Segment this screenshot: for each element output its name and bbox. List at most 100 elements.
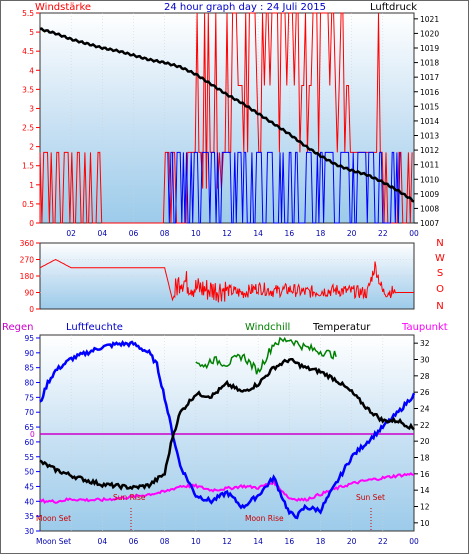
y-tick-label: 3 (29, 104, 34, 113)
y-tick-label: 30 (420, 356, 430, 365)
y-tick-label: 65 (24, 423, 34, 432)
y-tick-label: 1008 (420, 204, 439, 213)
y-tick-label: 28 (420, 372, 430, 381)
y-tick-label: 32 (420, 339, 430, 348)
compass-label: N (436, 238, 443, 249)
y-tick-label: 35 (24, 512, 34, 521)
x-tick-label: 20 (347, 537, 357, 546)
y-tick-label: 270 (20, 256, 35, 265)
y-tick-label: 1011 (420, 161, 439, 170)
x-tick-label: 04 (98, 537, 108, 546)
y-tick-label: 4.5 (22, 47, 34, 56)
moonset-label: Moon Set (36, 514, 71, 523)
x-tick-label: 00 (409, 537, 419, 546)
x-tick-label: 16 (285, 229, 295, 238)
sunset-label: Sun Set (356, 493, 385, 502)
x-tick-label: 02 (66, 229, 76, 238)
x-tick-label: 00 (409, 229, 419, 238)
y-tick-label: 75 (24, 393, 34, 402)
y-tick-label: 1014 (420, 117, 439, 126)
taupunkt-line (39, 472, 415, 505)
y-tick-label: 2 (29, 143, 34, 152)
y-tick-label: 50 (24, 468, 34, 477)
y-tick-label: 5 (29, 28, 34, 37)
y-tick-label: 60 (24, 438, 34, 447)
x-tick-label: 08 (160, 229, 170, 238)
y-tick-label: 0 (29, 219, 34, 228)
y-tick-label: 12 (420, 503, 430, 512)
y-tick-label: 1 (29, 181, 34, 190)
y-tick-label: 95 (24, 334, 34, 343)
y-tick-label: 1020 (420, 29, 439, 38)
panel3-background (39, 334, 415, 532)
y-tick-label: 1010 (420, 175, 439, 184)
y-tick-label: 70 (24, 408, 34, 417)
pressure-line (39, 27, 415, 203)
moonset-bottom-label: Moon Set (36, 537, 71, 546)
sunrise-label: Sun Rise (113, 493, 146, 502)
regen-label: Regen (2, 322, 34, 333)
compass-label: O (436, 284, 444, 295)
luftdruck-label: Luftdruck (370, 2, 417, 13)
y-tick-label: 55 (24, 453, 34, 462)
y-tick-label: 14 (420, 486, 430, 495)
y-tick-label: 26 (420, 388, 430, 397)
x-tick-label: 06 (129, 229, 139, 238)
panel1-plot: 00.511.522.533.544.555.5 100710081009101… (22, 9, 439, 238)
temperatur-line (39, 357, 415, 491)
x-tick-label: 04 (98, 229, 108, 238)
compass-label: N (436, 301, 443, 312)
y-tick-label: 18 (420, 454, 430, 463)
y-tick-label: 1017 (420, 73, 439, 82)
panel3-plot: 0 Sun Rise Sun Set Moon Set Moon Rise 30… (24, 334, 429, 546)
x-tick-label: 08 (160, 537, 170, 546)
x-tick-label: 12 (222, 229, 232, 238)
y-tick-label: 30 (24, 527, 34, 536)
y-tick-label: 1007 (420, 219, 439, 228)
y-tick-label: 1021 (420, 15, 439, 24)
y-tick-label: 2.5 (22, 124, 34, 133)
y-tick-label: 0 (29, 305, 34, 314)
x-tick-label: 18 (316, 229, 326, 238)
y-tick-label: 90 (24, 289, 34, 298)
y-tick-label: 16 (420, 470, 430, 479)
temperatur-label: Temperatur (312, 322, 371, 333)
y-tick-label: 45 (24, 482, 34, 491)
y-tick-label: 1.5 (22, 162, 34, 171)
moonrise-label: Moon Rise (245, 514, 284, 523)
x-tick-label: 20 (347, 229, 357, 238)
x-tick-label: 10 (191, 229, 201, 238)
x-tick-label: 22 (378, 537, 388, 546)
wind-gust-line (167, 151, 401, 224)
wind-direction-line (39, 258, 414, 303)
y-tick-label: 360 (20, 239, 35, 248)
y-tick-label: 3.5 (22, 85, 34, 94)
x-tick-label: 22 (378, 229, 388, 238)
y-tick-label: 24 (420, 405, 430, 414)
y-tick-label: 85 (24, 364, 34, 373)
y-tick-label: 1013 (420, 132, 439, 141)
y-tick-label: 10 (420, 519, 430, 528)
x-tick-label: 18 (316, 537, 326, 546)
y-tick-label: 20 (420, 437, 430, 446)
y-tick-label: 4 (29, 66, 34, 75)
y-tick-label: 1015 (420, 102, 439, 111)
taupunkt-label: Taupunkt (401, 322, 448, 333)
windstaerke-label: Windstärke (35, 2, 91, 13)
y-tick-label: 22 (420, 421, 430, 430)
luftfeuchte-line (39, 339, 416, 520)
y-tick-label: 1012 (420, 146, 439, 155)
x-tick-label: 14 (253, 537, 263, 546)
windchill-line (195, 336, 337, 375)
y-tick-label: 1019 (420, 44, 439, 53)
x-tick-label: 12 (222, 537, 232, 546)
x-tick-label: 16 (285, 537, 295, 546)
y-tick-label: 80 (24, 379, 34, 388)
x-tick-label: 14 (253, 229, 263, 238)
y-tick-label: 90 (24, 349, 34, 358)
compass-label: S (437, 268, 443, 279)
y-tick-label: 0.5 (22, 200, 34, 209)
